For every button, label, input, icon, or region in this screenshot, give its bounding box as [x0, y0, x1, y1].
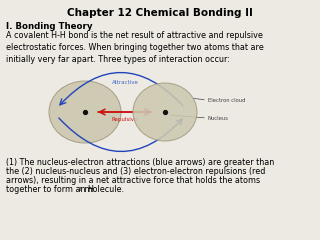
Text: Chapter 12 Chemical Bonding II: Chapter 12 Chemical Bonding II	[67, 8, 253, 18]
Text: Nucleus: Nucleus	[208, 115, 229, 120]
Text: A covalent H-H bond is the net result of attractive and repulsive
electrostatic : A covalent H-H bond is the net result of…	[6, 31, 264, 64]
Text: Repulsive: Repulsive	[112, 118, 138, 122]
Text: Attractive: Attractive	[112, 79, 139, 84]
Text: together to form an H: together to form an H	[6, 185, 94, 194]
Ellipse shape	[49, 81, 121, 143]
Ellipse shape	[133, 83, 197, 141]
Text: Electron cloud: Electron cloud	[208, 97, 245, 102]
Text: the (2) nucleus-nucleus and (3) electron-electron repulsions (red: the (2) nucleus-nucleus and (3) electron…	[6, 167, 265, 176]
Text: 2: 2	[78, 187, 82, 192]
Text: I. Bonding Theory: I. Bonding Theory	[6, 22, 92, 31]
Text: molecule.: molecule.	[82, 185, 124, 194]
Text: (1) The nucleus-electron attractions (blue arrows) are greater than: (1) The nucleus-electron attractions (bl…	[6, 158, 274, 167]
Text: arrows), resulting in a net attractive force that holds the atoms: arrows), resulting in a net attractive f…	[6, 176, 260, 185]
